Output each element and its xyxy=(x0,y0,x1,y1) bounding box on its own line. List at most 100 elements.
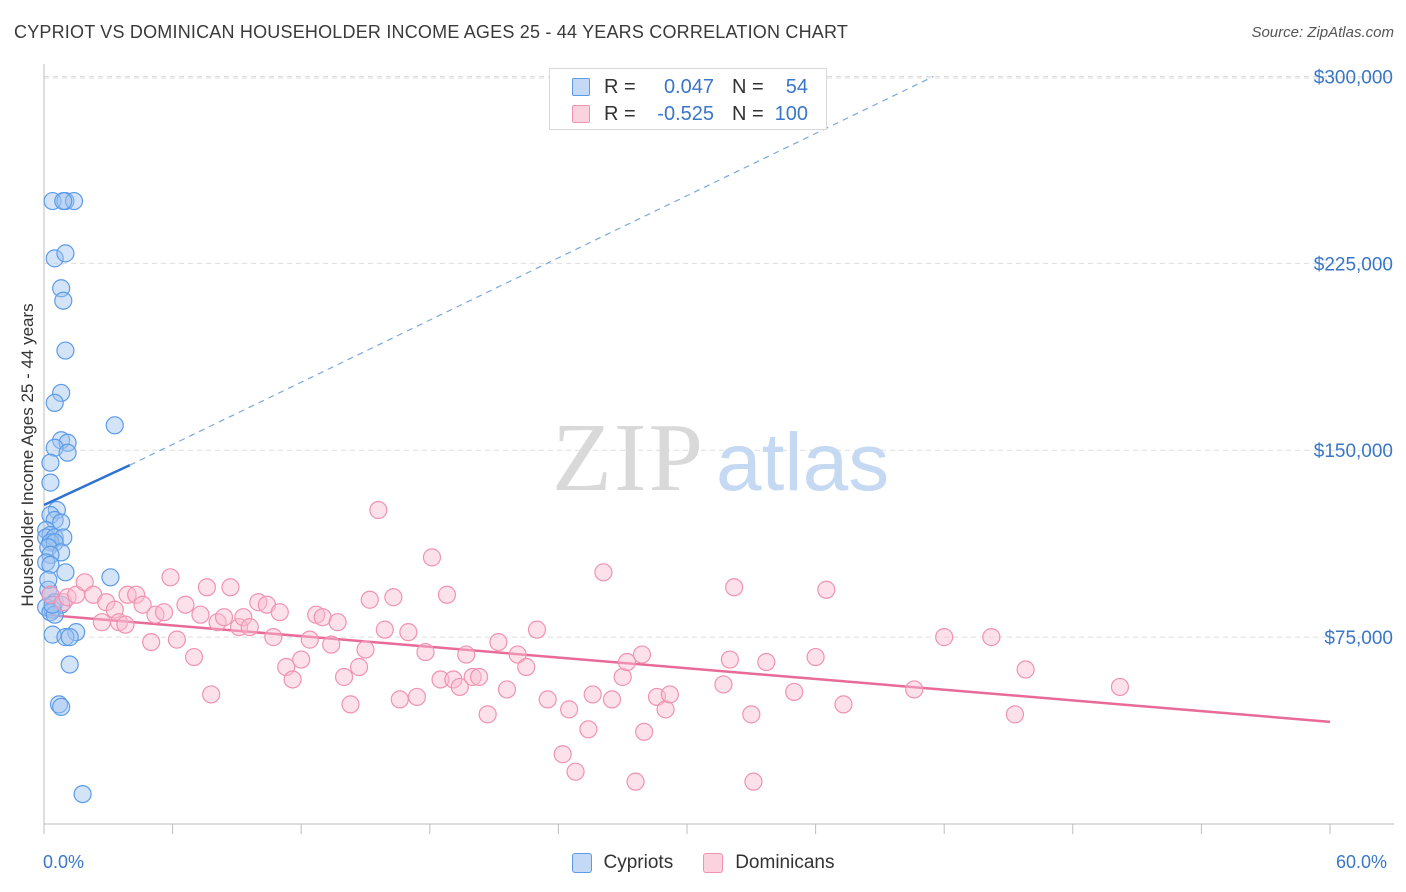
point-dominicans xyxy=(617,652,637,672)
point-dominicans xyxy=(127,585,146,604)
source-credit: Source: ZipAtlas.com xyxy=(1251,24,1394,41)
point-dominicans xyxy=(553,745,572,764)
watermark: ZIP atlas xyxy=(552,404,889,512)
x-tick-max: 60.0% xyxy=(1336,852,1388,872)
point-dominicans xyxy=(785,682,804,702)
point-dominicans xyxy=(292,650,311,669)
point-dominicans xyxy=(527,620,547,639)
point-cypriots xyxy=(73,784,92,804)
point-dominicans xyxy=(834,695,853,714)
point-dominicans xyxy=(613,667,632,687)
n-label: N = xyxy=(732,102,764,125)
point-dominicans xyxy=(142,632,161,652)
point-dominicans xyxy=(191,605,210,624)
point-cypriots xyxy=(54,291,73,310)
point-dominicans xyxy=(369,500,388,520)
point-cypriots xyxy=(56,628,75,647)
stats-row-cypriots: R = 0.047 N = 54 xyxy=(572,75,808,99)
point-dominicans xyxy=(221,578,240,597)
legend-swatch-cypriots xyxy=(571,853,592,873)
point-cypriots xyxy=(52,543,71,562)
point-dominicans xyxy=(360,590,379,609)
point-dominicans xyxy=(300,630,319,649)
y-tick-label: $75,000 xyxy=(1324,628,1393,649)
point-dominicans xyxy=(742,705,761,724)
point-cypriots xyxy=(54,191,73,211)
point-cypriots xyxy=(52,697,71,716)
n-value: 100 xyxy=(774,102,808,125)
point-dominicans xyxy=(905,680,924,699)
point-dominicans xyxy=(437,585,457,604)
point-dominicans xyxy=(806,647,825,667)
point-dominicans xyxy=(744,772,763,791)
r-value: 0.047 xyxy=(663,75,714,98)
point-dominicans xyxy=(214,608,234,627)
y-axis-label: Householder Income Ages 25 - 44 years xyxy=(18,303,37,607)
point-dominicans xyxy=(660,685,679,704)
trend-line-dominicans xyxy=(43,613,1331,724)
point-dominicans xyxy=(167,630,186,649)
point-dominicans xyxy=(935,628,954,647)
point-dominicans xyxy=(566,762,585,781)
swatch-dominicans xyxy=(572,105,590,123)
point-dominicans xyxy=(1110,677,1130,697)
point-dominicans xyxy=(202,685,221,704)
point-cypriots xyxy=(52,383,71,403)
y-tick-labels: $75,000 $150,000 $225,000 $300,000 xyxy=(1314,67,1393,649)
point-dominicans xyxy=(469,667,489,687)
legend-swatch-dominicans xyxy=(703,853,724,873)
y-tick-label: $150,000 xyxy=(1314,441,1393,462)
point-dominicans xyxy=(982,628,1001,647)
point-dominicans xyxy=(161,568,180,587)
chart-title: CYPRIOT VS DOMINICAN HOUSEHOLDER INCOME … xyxy=(14,22,849,42)
point-dominicans xyxy=(602,690,622,709)
point-cypriots xyxy=(41,473,60,492)
point-dominicans xyxy=(1005,705,1025,724)
point-dominicans xyxy=(416,642,435,662)
point-dominicans xyxy=(594,563,613,582)
point-dominicans xyxy=(463,667,482,687)
point-cypriots xyxy=(45,393,64,412)
point-cypriots xyxy=(41,453,60,472)
point-dominicans xyxy=(341,695,360,714)
point-dominicans xyxy=(283,670,302,689)
point-dominicans xyxy=(517,657,536,677)
point-dominicans xyxy=(457,645,476,664)
point-dominicans xyxy=(270,603,289,622)
point-dominicans xyxy=(356,640,375,659)
point-cypriots xyxy=(52,513,71,532)
legend-item-dominicans: Dominicans xyxy=(703,852,834,874)
point-dominicans xyxy=(817,580,836,599)
point-dominicans xyxy=(197,578,216,597)
point-dominicans xyxy=(407,687,427,707)
point-dominicans xyxy=(240,618,259,637)
n-label: N = xyxy=(732,75,764,98)
point-dominicans xyxy=(322,635,341,654)
point-dominicans xyxy=(489,632,508,652)
swatch-cypriots xyxy=(572,78,590,96)
point-dominicans xyxy=(725,578,744,597)
n-value: 54 xyxy=(785,75,808,98)
point-dominicans xyxy=(334,667,354,687)
point-dominicans xyxy=(313,608,332,627)
point-cypriots xyxy=(105,416,124,435)
point-cypriots xyxy=(56,563,75,582)
point-dominicans xyxy=(176,595,195,614)
point-dominicans xyxy=(714,675,733,694)
point-dominicans xyxy=(422,548,442,567)
point-cypriots xyxy=(39,570,58,589)
point-dominicans xyxy=(478,705,497,724)
point-dominicans xyxy=(349,657,369,677)
point-dominicans xyxy=(497,680,517,699)
stats-legend: R = 0.047 N = 54 R = -0.525 N = 100 xyxy=(549,68,827,130)
y-tick-label: $300,000 xyxy=(1314,67,1393,88)
point-dominicans xyxy=(635,722,654,741)
point-dominicans xyxy=(450,677,469,697)
point-dominicans xyxy=(75,573,94,592)
data-points xyxy=(37,191,1130,804)
point-dominicans xyxy=(154,603,174,622)
point-dominicans xyxy=(229,618,249,637)
point-dominicans xyxy=(133,595,152,614)
point-dominicans xyxy=(399,623,418,642)
series-legend: Cypriots Dominicans xyxy=(0,852,1406,874)
